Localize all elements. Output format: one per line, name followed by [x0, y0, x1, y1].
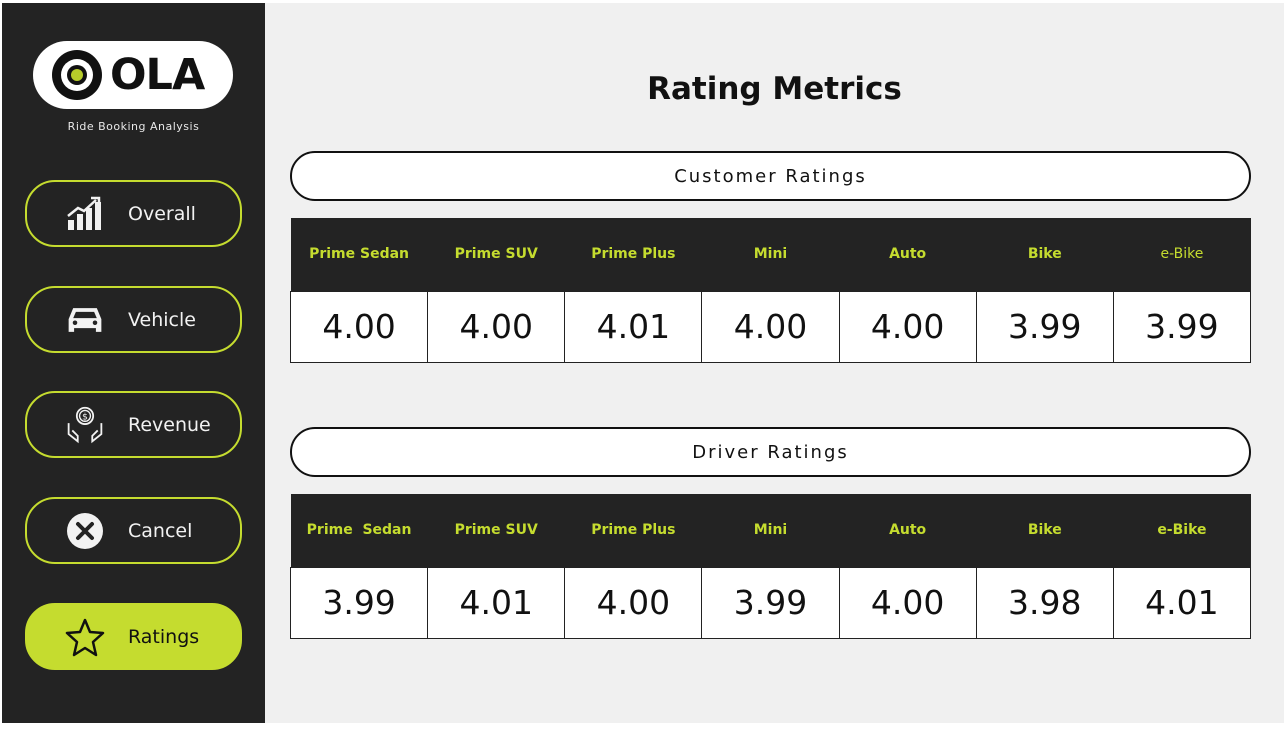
column-header: Bike — [976, 218, 1114, 291]
close-circle-icon — [65, 511, 105, 551]
nav-cancel-label: Cancel — [128, 519, 193, 542]
column-header: Prime Sedan — [290, 218, 428, 291]
rating-value: 4.01 — [1112, 566, 1252, 639]
column-header: Mini — [701, 218, 840, 291]
rating-value: 4.01 — [427, 566, 566, 639]
rating-value: 4.00 — [701, 290, 840, 363]
money-hands-icon: $ — [65, 405, 105, 445]
nav-overall-button[interactable]: Overall — [25, 180, 242, 247]
rating-value: 3.99 — [975, 290, 1114, 363]
nav-ratings-button[interactable]: Ratings — [25, 603, 242, 670]
column-header: Prime SUV — [427, 218, 565, 291]
table-header-row: Prime Sedan Prime SUV Prime Plus Mini Au… — [290, 494, 1251, 567]
column-header: e-Bike — [1113, 494, 1251, 567]
nav-revenue-button[interactable]: $ Revenue — [25, 391, 242, 458]
column-header: Bike — [976, 494, 1114, 567]
nav-ratings-label: Ratings — [128, 625, 200, 648]
driver-ratings-header: Driver Ratings — [290, 427, 1251, 477]
car-icon — [65, 300, 105, 340]
rating-value: 4.00 — [838, 566, 977, 639]
nav-revenue-label: Revenue — [128, 413, 211, 436]
nav-vehicle-label: Vehicle — [128, 308, 196, 331]
customer-ratings-table: Prime Sedan Prime SUV Prime Plus Mini Au… — [289, 218, 1252, 363]
column-header: Prime Plus — [564, 218, 702, 291]
rating-value: 4.01 — [564, 290, 703, 363]
tagline: Ride Booking Analysis — [67, 120, 200, 133]
dashboard-frame: OLA Ride Booking Analysis Overall — [2, 3, 1284, 723]
column-header: Prime Plus — [564, 494, 702, 567]
ola-logo-ring-icon — [52, 50, 102, 100]
rating-value: 3.99 — [289, 566, 429, 639]
rating-value: 3.99 — [701, 566, 840, 639]
nav-overall-label: Overall — [128, 202, 196, 225]
rating-value: 4.00 — [427, 290, 566, 363]
column-header: Auto — [839, 218, 977, 291]
driver-ratings-table: Prime Sedan Prime SUV Prime Plus Mini Au… — [289, 494, 1252, 639]
column-header: Mini — [701, 494, 840, 567]
star-icon — [65, 617, 105, 657]
nav-vehicle-button[interactable]: Vehicle — [25, 286, 242, 353]
svg-text:$: $ — [82, 412, 88, 422]
table-header-row: Prime Sedan Prime SUV Prime Plus Mini Au… — [290, 218, 1251, 291]
column-header: Prime SUV — [427, 494, 565, 567]
rating-value: 4.00 — [564, 566, 703, 639]
rating-value: 4.00 — [838, 290, 977, 363]
chart-growth-icon — [65, 194, 105, 234]
rating-value: 3.98 — [975, 566, 1114, 639]
rating-value: 3.99 — [1112, 290, 1252, 363]
column-header: e-Bike — [1113, 218, 1251, 291]
rating-value: 4.00 — [289, 290, 429, 363]
table-row: 4.00 4.00 4.01 4.00 4.00 3.99 3.99 — [289, 290, 1252, 363]
logo-text: OLA — [110, 50, 205, 100]
page-title: Rating Metrics — [647, 71, 902, 107]
nav-cancel-button[interactable]: Cancel — [25, 497, 242, 564]
table-row: 3.99 4.01 4.00 3.99 4.00 3.98 4.01 — [289, 566, 1252, 639]
customer-ratings-header: Customer Ratings — [290, 151, 1251, 201]
column-header: Prime Sedan — [290, 494, 428, 567]
column-header: Auto — [839, 494, 977, 567]
sidebar: OLA Ride Booking Analysis Overall — [2, 3, 265, 723]
ola-logo: OLA — [33, 41, 233, 109]
